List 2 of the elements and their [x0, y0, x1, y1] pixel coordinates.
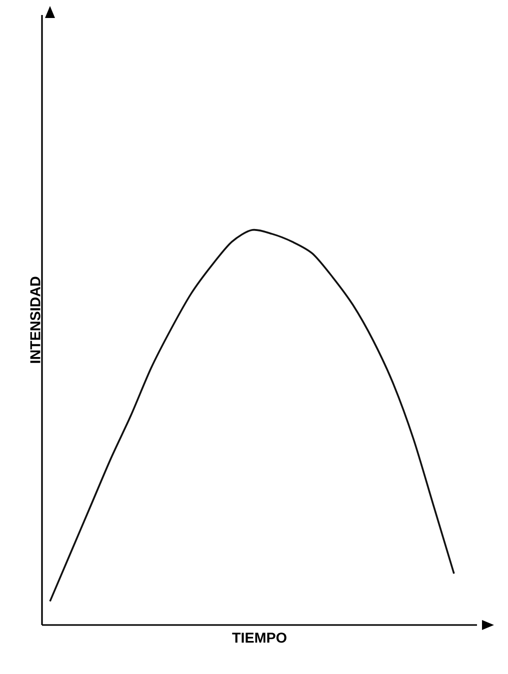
x-axis-title: TIEMPO	[232, 632, 286, 643]
y-axis-title: INTENSIDAD	[30, 276, 40, 363]
